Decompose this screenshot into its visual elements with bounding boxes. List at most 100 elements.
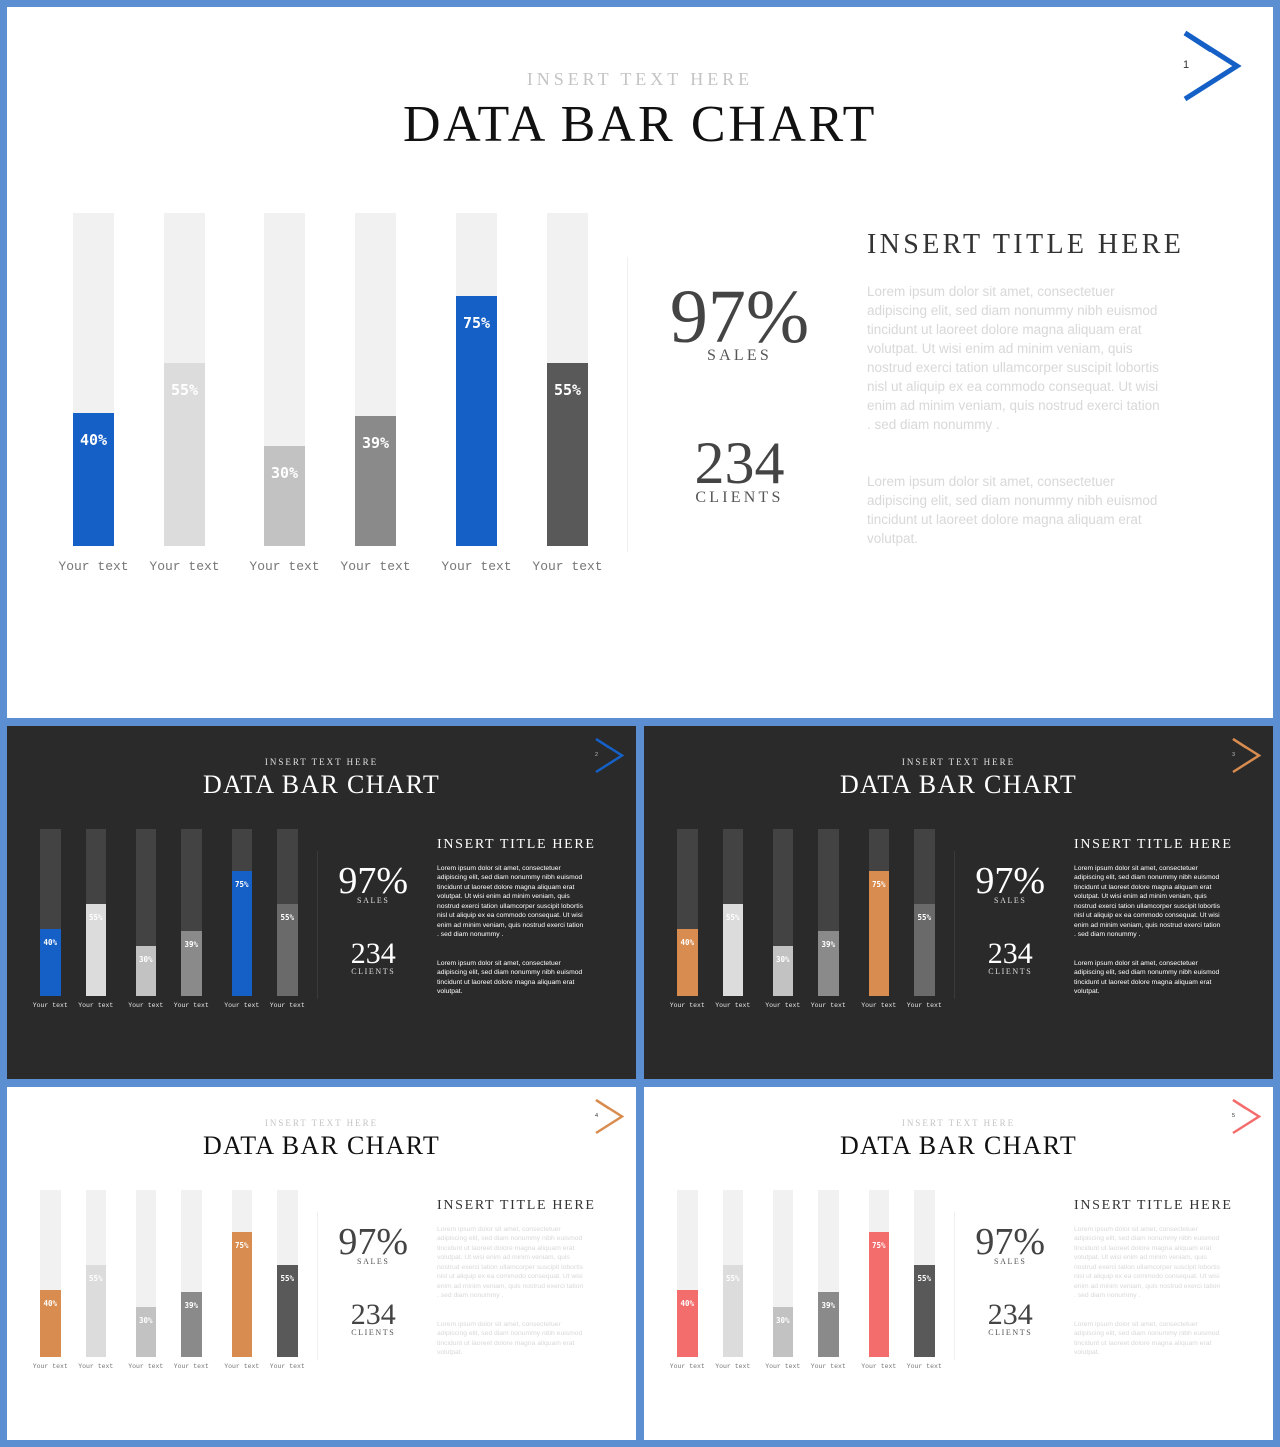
diamond-chevron-icon xyxy=(1183,30,1242,102)
bar-track: 55% xyxy=(722,829,743,996)
bar-fill: 55% xyxy=(914,1264,935,1357)
bar-track: 75% xyxy=(868,829,889,996)
bar-category-label: Your text xyxy=(340,559,411,574)
bar-value-label: 55% xyxy=(88,912,103,922)
bar-value-label: 39% xyxy=(184,939,199,949)
sales-label: SALES xyxy=(707,347,772,364)
bar-value-label: 75% xyxy=(871,879,886,889)
bar-category-label: Your text xyxy=(269,1002,305,1009)
bar-track: 55% xyxy=(277,829,298,996)
bar-value-label: 40% xyxy=(43,937,58,947)
bar-track: 40% xyxy=(40,1190,61,1357)
diamond-chevron-icon xyxy=(1232,737,1262,774)
bar-track: 30% xyxy=(135,829,156,996)
bar-track: 39% xyxy=(181,829,202,996)
sales-value: 97% xyxy=(975,860,1046,902)
clients-label: CLIENTS xyxy=(695,489,784,506)
clients-label: CLIENTS xyxy=(988,967,1033,976)
slide-2[interactable]: INSERT TEXT HERE DATA BAR CHART 2 40% Your t… xyxy=(7,726,636,1079)
page-number-badge: 3 xyxy=(1228,735,1264,776)
bar-fill: 55% xyxy=(277,1264,298,1357)
clients-value: 234 xyxy=(350,937,396,970)
page-number: 4 xyxy=(595,1113,599,1119)
bar-value-label: 55% xyxy=(917,912,932,922)
bar-track: 39% xyxy=(355,213,396,546)
slide-subtitle: INSERT TEXT HERE xyxy=(901,757,1016,767)
bar-track: 75% xyxy=(231,1190,252,1357)
bar-category-label: Your text xyxy=(532,559,603,574)
bar-category-label: Your text xyxy=(78,1363,114,1370)
bar-track: 55% xyxy=(547,213,588,546)
bar-fill: 75% xyxy=(868,1231,889,1357)
bar-value-label: 39% xyxy=(361,434,390,453)
bar-track: 75% xyxy=(231,829,252,996)
bar-value-label: 55% xyxy=(280,912,295,922)
bar-fill: 75% xyxy=(456,296,497,546)
page-number-badge: 2 xyxy=(591,735,627,776)
slide-1[interactable]: INSERT TEXT HERE DATA BAR CHART 1 40% Your t… xyxy=(7,7,1273,718)
page-number: 3 xyxy=(1232,752,1236,758)
bar-category-label: Your text xyxy=(906,1002,942,1009)
slide-title: DATA BAR CHART xyxy=(839,1131,1078,1160)
bar-fill: 40% xyxy=(40,928,61,996)
body-paragraph: Lorem ipsum dolor sit amet, consectetuer… xyxy=(1074,1225,1221,1300)
bar-fill: 30% xyxy=(264,446,305,546)
diamond-chevron-icon xyxy=(595,737,625,774)
bar-fill: 39% xyxy=(818,930,839,996)
divider xyxy=(954,1212,955,1360)
slide-4[interactable]: INSERT TEXT HERE DATA BAR CHART 4 40% Your t… xyxy=(7,1087,636,1440)
sales-label: SALES xyxy=(357,1257,390,1266)
sales-value: 97% xyxy=(338,860,409,902)
body-paragraph: Lorem ipsum dolor sit amet, consectetuer… xyxy=(1074,864,1221,939)
side-title: INSERT TITLE HERE xyxy=(437,1198,596,1213)
bar-category-label: Your text xyxy=(441,559,512,574)
clients-value: 234 xyxy=(987,1298,1033,1331)
bar-category-label: Your text xyxy=(32,1363,68,1370)
side-title: INSERT TITLE HERE xyxy=(1074,1198,1233,1213)
clients-value: 234 xyxy=(987,937,1033,970)
bar-track: 40% xyxy=(73,213,114,546)
bar-value-label: 30% xyxy=(138,1315,153,1325)
side-title: INSERT TITLE HERE xyxy=(437,837,596,852)
bar-value-label: 40% xyxy=(43,1298,58,1308)
bar-category-label: Your text xyxy=(269,1363,305,1370)
bar-value-label: 75% xyxy=(462,314,491,333)
bar-fill: 55% xyxy=(164,362,205,546)
bar-value-label: 40% xyxy=(680,1298,695,1308)
bar-value-label: 30% xyxy=(270,464,299,483)
slide-subtitle: INSERT TEXT HERE xyxy=(264,757,379,767)
bar-fill: 55% xyxy=(914,903,935,996)
bar-fill: 30% xyxy=(135,1306,156,1357)
slide-subtitle: INSERT TEXT HERE xyxy=(901,1118,1016,1128)
bar-value-label: 55% xyxy=(280,1273,295,1283)
bar-value-label: 75% xyxy=(871,1240,886,1250)
bar-category-label: Your text xyxy=(810,1363,846,1370)
body-paragraph: Lorem ipsum dolor sit amet, consectetuer… xyxy=(867,284,1160,432)
page-number-badge: 4 xyxy=(591,1096,627,1137)
sales-value: 97% xyxy=(975,1221,1046,1263)
bar-track: 75% xyxy=(456,213,497,546)
bar-fill: 39% xyxy=(181,930,202,996)
bar-category-label: Your text xyxy=(249,559,320,574)
bar-category-label: Your text xyxy=(128,1363,164,1370)
bar-track: 55% xyxy=(85,1190,106,1357)
bar-category-label: Your text xyxy=(128,1002,164,1009)
bar-value-label: 40% xyxy=(680,937,695,947)
bar-category-label: Your text xyxy=(669,1002,705,1009)
bar-value-label: 39% xyxy=(821,939,836,949)
bar-track: 40% xyxy=(677,1190,698,1357)
sales-value: 97% xyxy=(669,275,810,359)
bar-value-label: 55% xyxy=(725,912,740,922)
bar-category-label: Your text xyxy=(715,1002,751,1009)
bar-category-label: Your text xyxy=(58,559,129,574)
bar-fill: 55% xyxy=(722,903,743,996)
diamond-chevron-icon xyxy=(1232,1098,1262,1135)
bar-fill: 30% xyxy=(772,945,793,996)
slide-title: DATA BAR CHART xyxy=(402,96,878,153)
slide-3[interactable]: INSERT TEXT HERE DATA BAR CHART 3 40% Your t… xyxy=(644,726,1273,1079)
slide-5[interactable]: INSERT TEXT HERE DATA BAR CHART 5 40% Your t… xyxy=(644,1087,1273,1440)
bar-fill: 40% xyxy=(40,1289,61,1357)
sales-label: SALES xyxy=(994,1257,1027,1266)
bar-track: 39% xyxy=(181,1190,202,1357)
bar-track: 55% xyxy=(914,829,935,996)
